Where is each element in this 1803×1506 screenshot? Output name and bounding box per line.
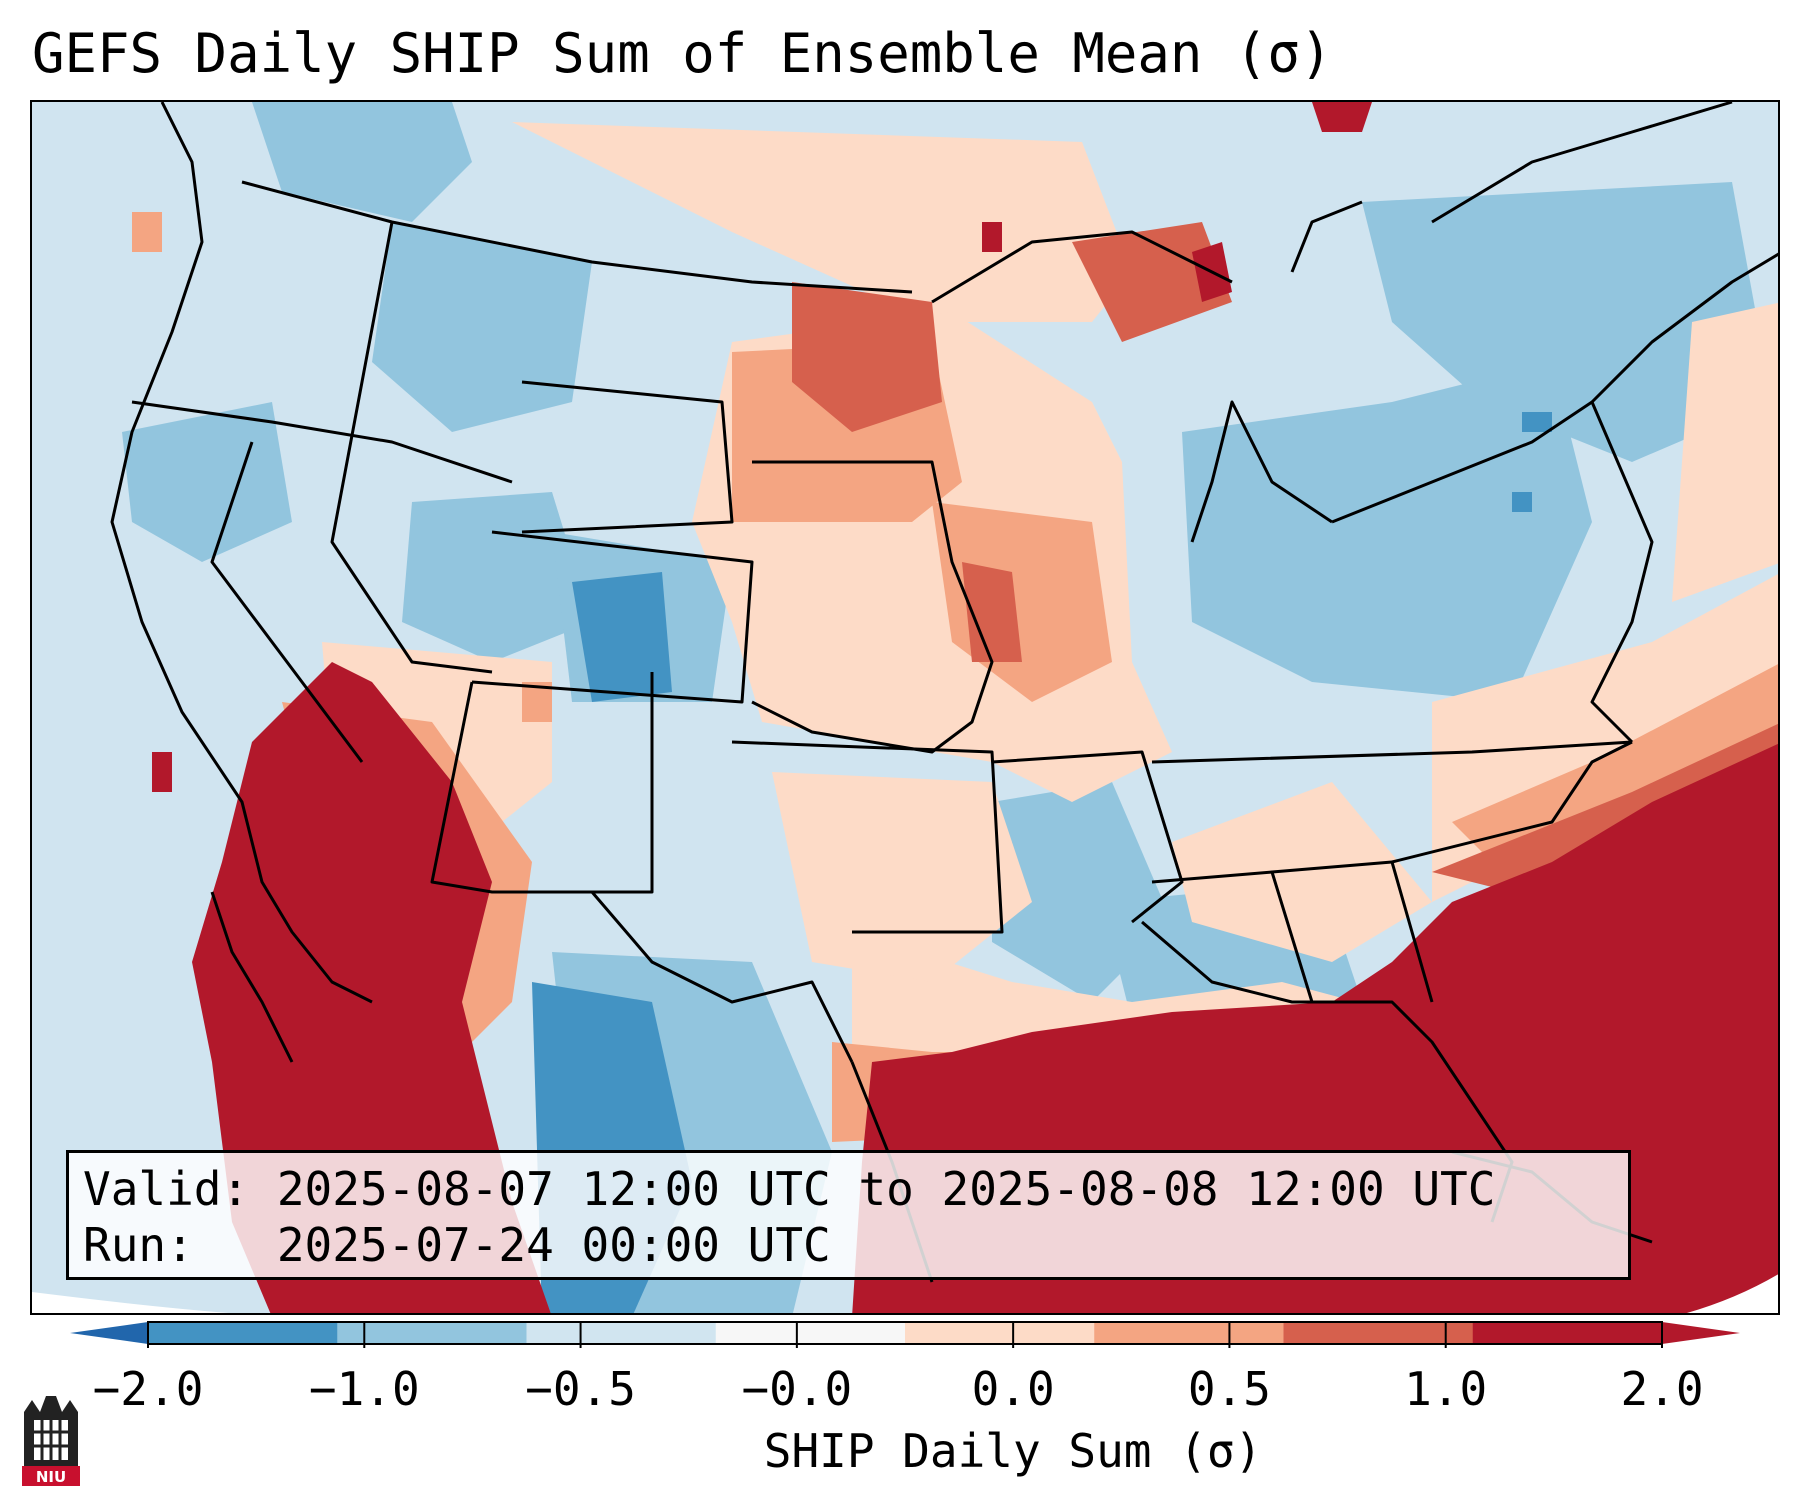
lake-superior	[931, 230, 1233, 304]
domain-edge-right	[1686, 1274, 1778, 1313]
high-positive-areas	[792, 222, 1778, 902]
arkansas	[991, 750, 1184, 924]
colorbar-tick-label: −1.0	[308, 1362, 420, 1416]
colorbar-tick-label: 0.5	[1187, 1362, 1271, 1416]
colorbar-bin	[148, 1322, 338, 1344]
colorbar-bin	[337, 1322, 527, 1344]
colorbar-tick-label: 1.0	[1404, 1362, 1488, 1416]
colorbar-tick-label: 0.0	[971, 1362, 1055, 1416]
colorbar-tick-label: −0.0	[741, 1362, 853, 1416]
colorbar-bins	[147, 1322, 1663, 1348]
colorbar-bin	[905, 1322, 1095, 1344]
niu-logo: NIU	[22, 1396, 80, 1486]
colorbar-bin	[715, 1322, 906, 1344]
colorbar-bin	[1283, 1322, 1474, 1344]
map-svg	[32, 102, 1778, 1313]
colorbar-bin	[526, 1322, 717, 1344]
idaho-utah-border	[330, 221, 493, 674]
nevada-border	[210, 441, 364, 763]
chart-title: GEFS Daily SHIP Sum of Ensemble Mean (σ)	[32, 22, 1333, 85]
colorbar	[70, 1321, 1740, 1348]
texas-west	[590, 672, 854, 1063]
colorbar-extend-low	[70, 1322, 148, 1344]
map-panel	[30, 100, 1780, 1315]
colorbar-extend-high	[1662, 1322, 1740, 1344]
baja	[210, 891, 294, 1063]
pacific-coastline	[110, 102, 373, 1004]
colorbar-tick-label: −2.0	[92, 1362, 204, 1416]
lake-michigan	[1190, 400, 1333, 543]
hudson-region	[1290, 200, 1363, 273]
colorbar-tick-label: −0.5	[525, 1362, 636, 1416]
wyoming	[521, 380, 734, 534]
colorado	[471, 530, 754, 704]
st-lawrence	[1431, 102, 1733, 224]
oregon-idaho-border	[131, 400, 513, 484]
canada-border-west	[241, 180, 913, 294]
colorbar-outline	[147, 1321, 1663, 1345]
oklahoma-texas	[731, 740, 1004, 934]
atlantic-coast	[1590, 401, 1654, 744]
colorbar-bin	[1472, 1322, 1663, 1344]
arizona-new-mexico	[430, 681, 652, 894]
colorbar-label: SHIP Daily Sum (σ)	[763, 1424, 1263, 1478]
colorbar-bin	[1094, 1322, 1284, 1344]
domain-edge-left	[32, 1292, 229, 1313]
run-time-text: Run: 2025-07-24 00:00 UTC	[83, 1218, 831, 1272]
logo-text: NIU	[36, 1468, 66, 1486]
valid-run-info-box: Valid: 2025-08-07 12:00 UTC to 2025-08-0…	[66, 1150, 1631, 1280]
plains-borders	[751, 460, 994, 754]
colorbar-tick-label: 2.0	[1620, 1362, 1704, 1416]
carolinas-coast	[1391, 740, 1633, 864]
tennessee-kentucky	[1151, 740, 1633, 764]
valid-time-text: Valid: 2025-08-07 12:00 UTC to 2025-08-0…	[83, 1162, 1496, 1216]
